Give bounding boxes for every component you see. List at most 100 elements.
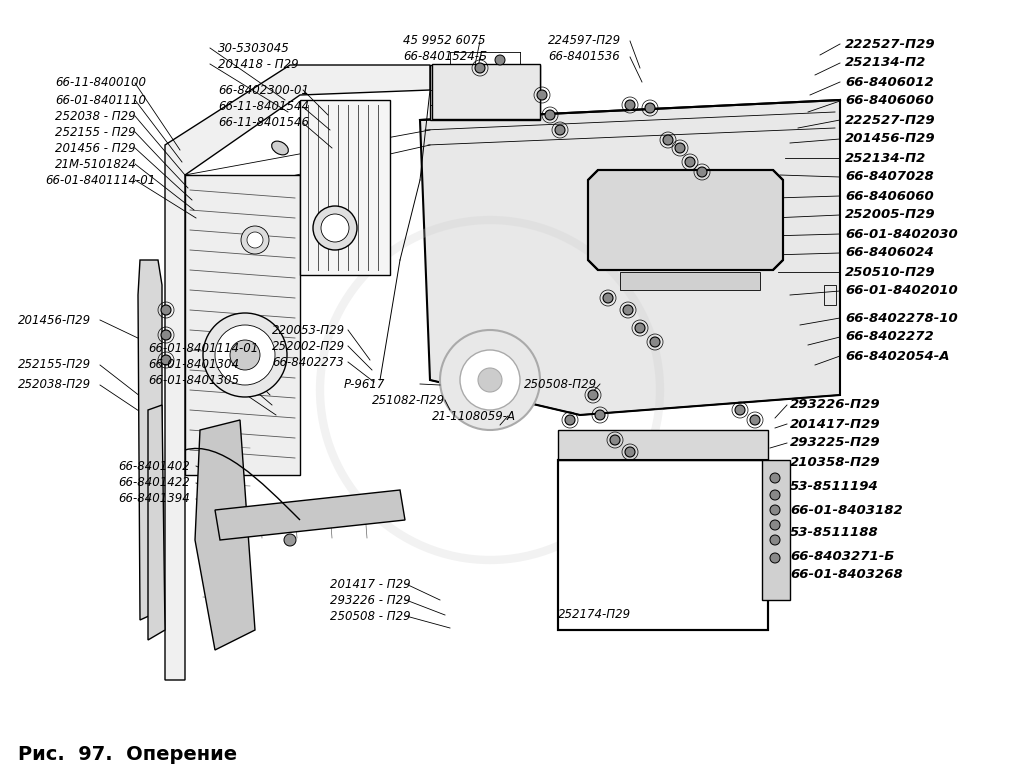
Polygon shape: [148, 405, 165, 640]
Text: 66-8402272: 66-8402272: [845, 331, 934, 343]
Text: 201417 - П29: 201417 - П29: [330, 577, 410, 590]
Bar: [824, 285, 836, 305]
Text: 66-8402273: 66-8402273: [272, 356, 344, 368]
Circle shape: [161, 355, 171, 365]
Bar: [558, 460, 768, 630]
Text: 66-01-8402010: 66-01-8402010: [845, 285, 958, 297]
Circle shape: [770, 473, 780, 483]
Ellipse shape: [272, 141, 288, 155]
Text: 201456 - П29: 201456 - П29: [55, 142, 136, 155]
Text: 66-8407028: 66-8407028: [845, 170, 934, 184]
Circle shape: [685, 157, 695, 167]
Circle shape: [770, 535, 780, 545]
Text: 66-11-8400100: 66-11-8400100: [55, 77, 146, 89]
Text: 66-8406060: 66-8406060: [845, 189, 934, 203]
Text: 201456-П29: 201456-П29: [845, 132, 935, 145]
Circle shape: [495, 55, 505, 65]
Circle shape: [241, 226, 269, 254]
Text: 293225-П29: 293225-П29: [790, 436, 881, 450]
Circle shape: [625, 447, 635, 457]
Text: 66-8406024: 66-8406024: [845, 246, 934, 260]
Text: 252134-П2: 252134-П2: [845, 152, 926, 164]
Text: 66-01-8401114-01: 66-01-8401114-01: [148, 342, 258, 354]
Polygon shape: [165, 65, 430, 680]
Bar: [432, 64, 540, 119]
Text: 220053-П29: 220053-П29: [272, 324, 345, 336]
Polygon shape: [195, 420, 255, 650]
Text: 66-8402300-01: 66-8402300-01: [218, 84, 309, 96]
Text: 293226 - П29: 293226 - П29: [330, 594, 410, 607]
Text: 66-01-8403182: 66-01-8403182: [790, 504, 903, 516]
Circle shape: [750, 415, 760, 425]
Text: 201456-П29: 201456-П29: [18, 314, 91, 327]
Circle shape: [588, 390, 598, 400]
Text: 53-8511194: 53-8511194: [790, 480, 879, 493]
Circle shape: [161, 305, 171, 315]
Circle shape: [440, 330, 540, 430]
Circle shape: [675, 143, 685, 153]
Circle shape: [537, 90, 547, 100]
Circle shape: [475, 63, 485, 73]
Circle shape: [770, 553, 780, 563]
Circle shape: [603, 293, 613, 303]
Text: 66-8406012: 66-8406012: [845, 76, 934, 88]
Circle shape: [595, 410, 605, 420]
Text: 53-8511188: 53-8511188: [790, 526, 879, 540]
Circle shape: [565, 415, 575, 425]
Circle shape: [161, 330, 171, 340]
Text: 201418 - П29: 201418 - П29: [218, 58, 298, 70]
Polygon shape: [420, 100, 840, 415]
Text: Р-9617: Р-9617: [344, 378, 385, 390]
Bar: [300, 100, 390, 275]
Text: 252005-П29: 252005-П29: [845, 209, 935, 221]
Circle shape: [770, 520, 780, 530]
Circle shape: [770, 505, 780, 515]
Circle shape: [650, 337, 660, 347]
Text: 66-8406060: 66-8406060: [845, 95, 934, 107]
Bar: [620, 272, 760, 290]
Circle shape: [635, 323, 645, 333]
Polygon shape: [215, 490, 405, 540]
Text: 66-8403271-Б: 66-8403271-Б: [790, 550, 894, 562]
Text: 66-01-8401110: 66-01-8401110: [55, 94, 146, 106]
Circle shape: [321, 214, 349, 242]
Circle shape: [203, 313, 287, 397]
Text: 66-11-8401544: 66-11-8401544: [218, 101, 309, 113]
Text: 66-8401394: 66-8401394: [118, 493, 190, 505]
Circle shape: [545, 110, 555, 120]
Text: 252174-П29: 252174-П29: [558, 608, 631, 622]
Text: 250508 - П29: 250508 - П29: [330, 609, 410, 622]
Polygon shape: [138, 260, 162, 620]
Circle shape: [313, 206, 357, 250]
Bar: [558, 460, 768, 630]
Circle shape: [770, 490, 780, 500]
Text: 21М-5101824: 21М-5101824: [55, 157, 137, 170]
Circle shape: [284, 534, 296, 546]
Text: 252038 - П29: 252038 - П29: [55, 109, 136, 123]
Circle shape: [735, 405, 745, 415]
Text: 250508-П29: 250508-П29: [524, 378, 597, 390]
Circle shape: [460, 350, 520, 410]
Text: 222527-П29: 222527-П29: [845, 38, 935, 51]
Circle shape: [230, 340, 260, 370]
Circle shape: [697, 167, 707, 177]
Circle shape: [555, 125, 565, 135]
Text: 66-8401402: 66-8401402: [118, 460, 190, 472]
Text: 66-01-8403268: 66-01-8403268: [790, 569, 903, 582]
Circle shape: [663, 135, 673, 145]
Text: 252002-П29: 252002-П29: [272, 339, 345, 353]
Text: 66-01-8401305: 66-01-8401305: [148, 374, 239, 386]
Text: 252155 - П29: 252155 - П29: [55, 125, 136, 138]
Text: 252038-П29: 252038-П29: [18, 378, 91, 392]
Circle shape: [247, 232, 263, 248]
Bar: [762, 460, 790, 600]
Circle shape: [645, 103, 655, 113]
Text: 251082-П29: 251082-П29: [372, 393, 445, 407]
Text: 210358-П29: 210358-П29: [790, 455, 881, 468]
Text: 66-01-8401304: 66-01-8401304: [148, 357, 239, 371]
Text: 66-11-8401546: 66-11-8401546: [218, 117, 309, 130]
Text: 201417-П29: 201417-П29: [790, 418, 881, 431]
Text: 66-01-8402030: 66-01-8402030: [845, 228, 958, 241]
Circle shape: [610, 435, 620, 445]
Text: 224597-П29: 224597-П29: [548, 34, 621, 48]
